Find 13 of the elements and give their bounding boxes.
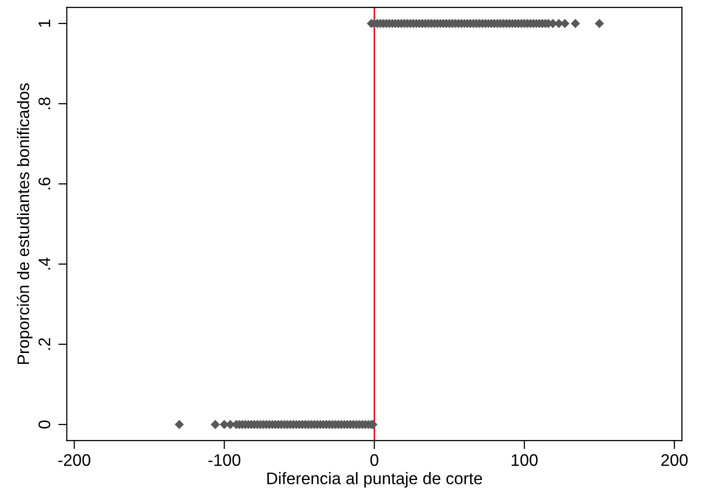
x-tick-label: 0 [370,454,378,466]
y-tick-label: 0 [38,420,50,428]
x-tick-label: -200 [58,454,90,466]
x-tick-label: 200 [661,454,688,466]
x-tick-label: 100 [512,454,538,466]
x-axis-title: Diferencia al puntaje de corte [267,472,482,488]
y-tick-label: .6 [38,178,50,190]
y-tick-label: .2 [38,338,50,350]
x-tick-label: -100 [208,454,240,466]
y-tick-label: .8 [38,97,50,110]
y-tick-label: .4 [38,258,50,270]
y-axis-title: Proporción de estudiantes bonificados [16,83,32,364]
y-tick-label: 1 [38,20,50,27]
